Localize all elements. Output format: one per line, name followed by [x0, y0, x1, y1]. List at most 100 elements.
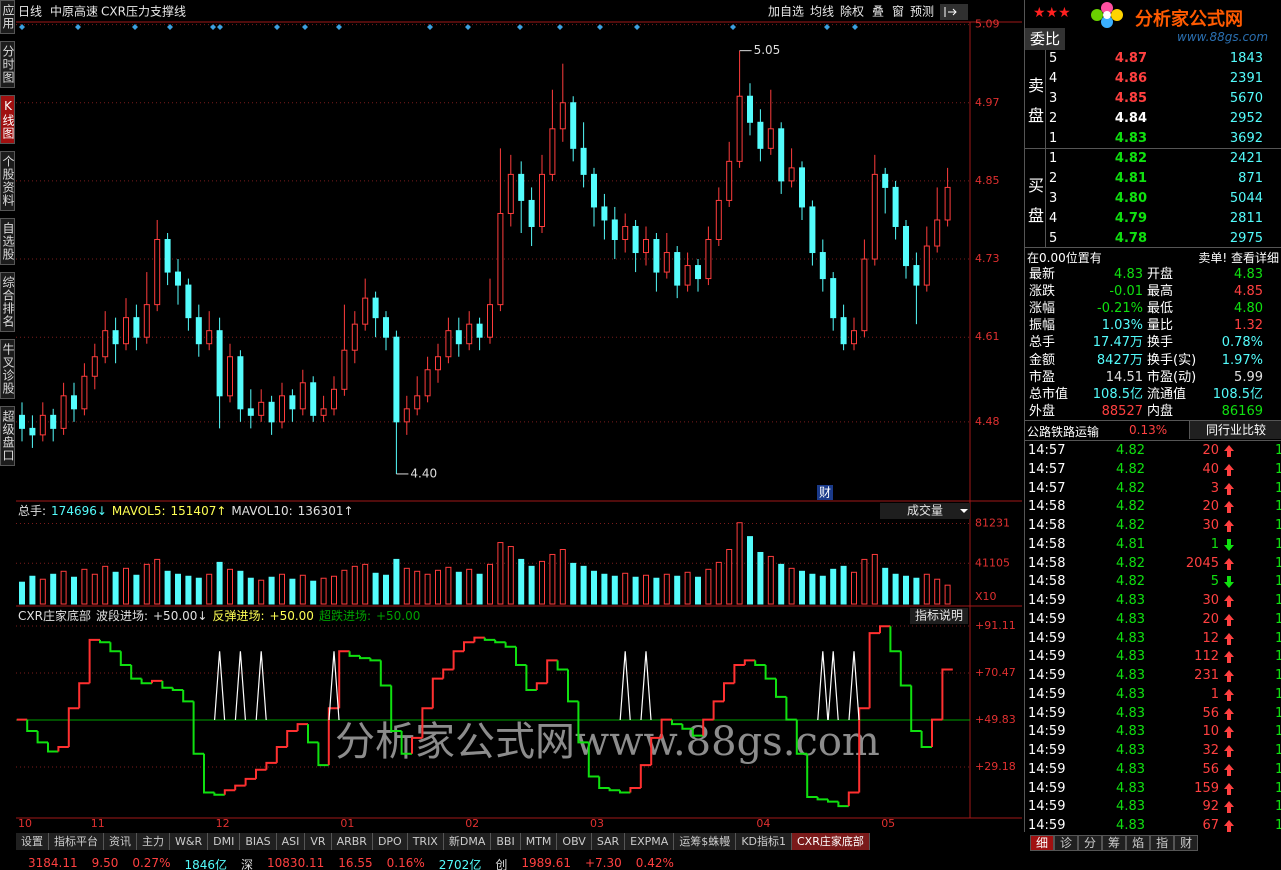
- stat-value: 108.5亿: [1092, 386, 1143, 402]
- indicator-button-bg[interactable]: [910, 608, 968, 624]
- tick-time: 14:59: [1028, 818, 1066, 833]
- volume-bar: [663, 573, 670, 605]
- quote-tab[interactable]: 焰: [1126, 835, 1151, 851]
- x-tick-label: 04: [756, 817, 770, 830]
- industry-change: 0.13%: [1129, 423, 1168, 437]
- volume-button[interactable]: 成交量: [907, 503, 943, 518]
- book-price: 4.82: [1114, 151, 1147, 166]
- book-volume: 2421: [1229, 151, 1263, 166]
- toolbar-button[interactable]: 均线: [810, 5, 834, 19]
- book-level: 2: [1049, 171, 1058, 186]
- volume-header: 总手: 174696↓ MAVOL5: 151407↑ MAVOL10: 136301↑: [18, 504, 354, 518]
- toolbar-button[interactable]: 窗: [892, 5, 904, 19]
- book-price: 4.80: [1114, 191, 1147, 206]
- tick-tail: 1: [1275, 593, 1281, 608]
- candle-body: [861, 258, 868, 332]
- book-price: 4.83: [1114, 131, 1147, 146]
- left-tab[interactable]: K线图: [0, 95, 15, 144]
- indicator-tab[interactable]: DMI: [208, 833, 241, 850]
- indicator-tab[interactable]: OBV: [557, 833, 592, 850]
- indicator-tab[interactable]: 设置: [16, 833, 49, 850]
- tick-arrow: [1224, 557, 1234, 570]
- tick-time: 14:59: [1028, 705, 1066, 721]
- indicator-button[interactable]: 指标说明: [915, 608, 963, 623]
- quote-tab[interactable]: 分: [1078, 835, 1103, 851]
- indicator-step: [535, 682, 548, 691]
- left-tab[interactable]: 自选股: [0, 218, 15, 265]
- indicator-tab[interactable]: 资讯: [104, 833, 137, 850]
- left-tab[interactable]: 个股资料: [0, 151, 15, 211]
- indicator-tab[interactable]: MTM: [520, 833, 558, 850]
- industry-button[interactable]: 同行业比较: [1189, 421, 1281, 439]
- candle-body: [143, 304, 150, 338]
- tick-arrow: [1224, 520, 1234, 532]
- volume-bar: [206, 573, 213, 605]
- candle-body: [50, 414, 57, 429]
- candle-body: [102, 330, 109, 358]
- indicator-tab[interactable]: BIAS: [240, 833, 277, 850]
- volume-button-bg[interactable]: [880, 503, 970, 519]
- indicator-step: [26, 719, 38, 733]
- indicator-tab[interactable]: CXR庄家底部: [792, 833, 870, 850]
- indicator-step: [775, 678, 787, 698]
- toolbar-button[interactable]: 预测: [910, 5, 934, 19]
- indicator-tab[interactable]: EXPMA: [625, 833, 675, 850]
- indicator-tab[interactable]: TRIX: [407, 833, 444, 850]
- quote-tab[interactable]: 筹: [1102, 835, 1127, 851]
- indicator-step: [931, 718, 943, 747]
- indicator-step: [182, 690, 194, 703]
- tick-volume: 20: [1202, 499, 1219, 515]
- indicator-tab[interactable]: KD指标1: [736, 833, 792, 850]
- indicator-tab[interactable]: W&R: [170, 833, 209, 850]
- candle-body: [601, 206, 608, 221]
- volume-bar: [60, 570, 67, 605]
- indicator-tab[interactable]: 主力: [137, 833, 170, 850]
- indicator-tab[interactable]: 指标平台: [49, 833, 104, 850]
- volume-bar: [310, 580, 317, 605]
- indicator-tab[interactable]: VR: [305, 833, 332, 850]
- quote-tab[interactable]: 细: [1030, 835, 1055, 851]
- indicator-tab[interactable]: BBI: [491, 833, 521, 850]
- volume-bar: [726, 549, 733, 605]
- volume-bar: [227, 568, 233, 605]
- tick-arrow: [1224, 707, 1234, 720]
- left-tab[interactable]: 综合排名: [0, 272, 15, 332]
- candle-body: [622, 225, 629, 241]
- left-tab[interactable]: 牛叉诊股: [0, 339, 15, 399]
- indicator-step: [567, 669, 579, 703]
- stat-value: 5.99: [1234, 369, 1263, 385]
- y-tick-label: 81231: [975, 517, 1010, 530]
- tick-arrow-glyph: [1224, 688, 1234, 701]
- candle-body: [455, 330, 462, 345]
- left-tab[interactable]: 超级盘口: [0, 406, 15, 466]
- volume-bar: [476, 573, 483, 605]
- book-volume: 5670: [1229, 91, 1263, 106]
- quote-tab[interactable]: 指: [1150, 835, 1175, 851]
- tick-volume: 5: [1210, 574, 1219, 590]
- status-item: 0.27%: [132, 856, 171, 870]
- left-tab[interactable]: 应用: [0, 0, 15, 34]
- toolbar-button[interactable]: 叠: [872, 5, 884, 19]
- indicator-tab[interactable]: 新DMA: [443, 833, 492, 850]
- volume-header-item: 151407↑: [171, 504, 227, 518]
- tick-time: 14:59: [1028, 799, 1066, 815]
- toolbar-button[interactable]: 加自选: [768, 5, 804, 19]
- indicator-tab[interactable]: SAR: [591, 833, 626, 850]
- toolbar-button[interactable]: 除权: [840, 4, 864, 19]
- book-level: 3: [1049, 191, 1058, 206]
- indicator-tab[interactable]: ASI: [276, 833, 306, 850]
- indicator-tab[interactable]: ARBR: [331, 833, 373, 850]
- candle-body: [757, 121, 764, 149]
- quote-tab[interactable]: 诊: [1054, 835, 1079, 851]
- candle-body: [674, 252, 681, 286]
- left-tab[interactable]: 分时图: [0, 41, 15, 88]
- indicator-tab[interactable]: DPO: [372, 833, 408, 850]
- quote-tab[interactable]: 财: [1174, 835, 1199, 851]
- indicator-tab[interactable]: 运筹$蛛幔: [674, 833, 737, 850]
- volume-bar: [154, 558, 161, 605]
- status-item: 0.42%: [635, 856, 674, 870]
- order-link[interactable]: 卖单! 查看详细: [1198, 251, 1279, 265]
- watermark: 分析家公式网www.88gs.com: [335, 719, 880, 765]
- indicator-step: [36, 731, 48, 744]
- stat-label: 最低: [1147, 301, 1174, 317]
